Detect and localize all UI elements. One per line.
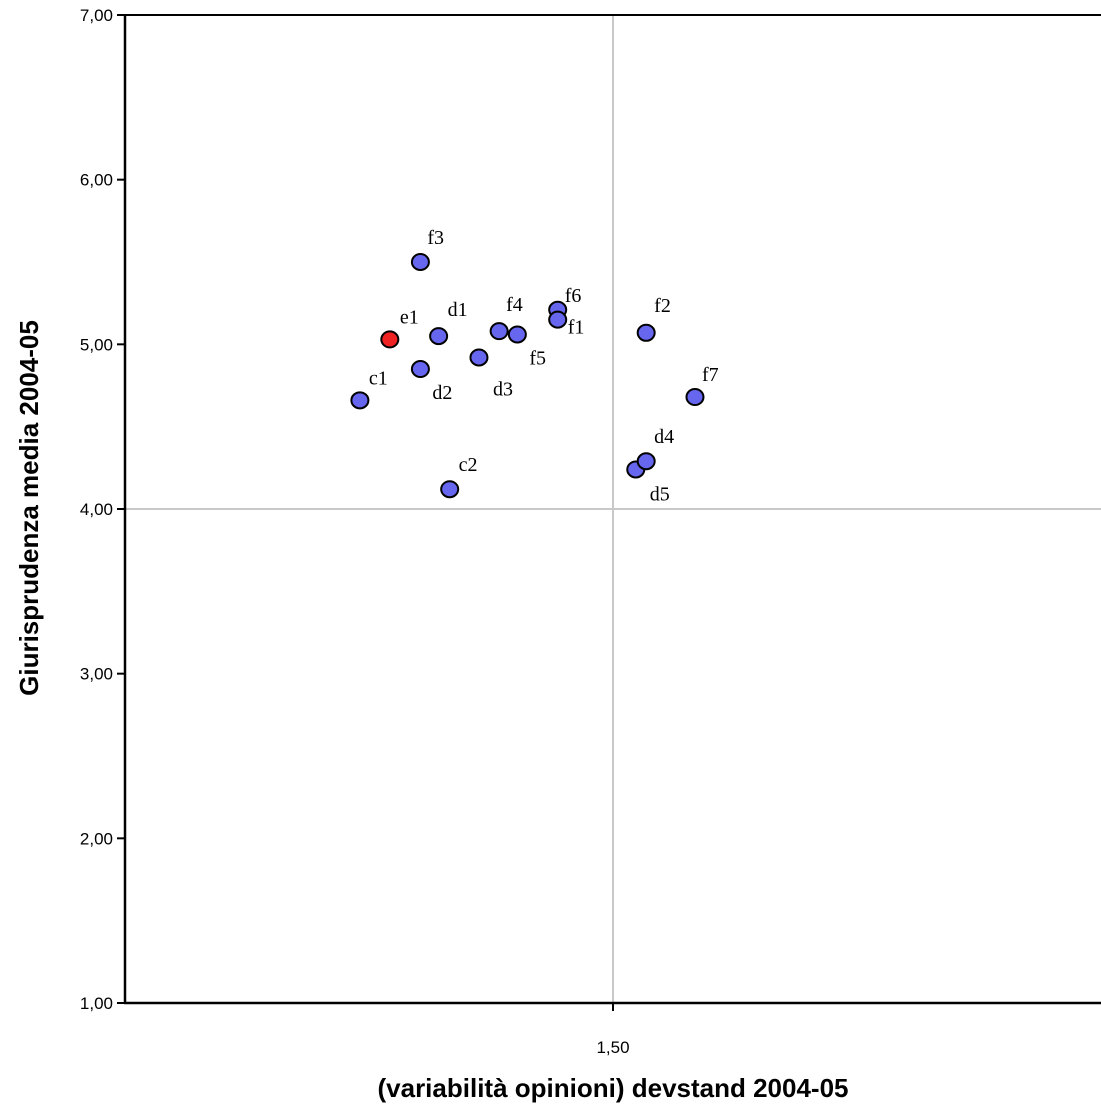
point-label-f5: f5: [529, 347, 546, 369]
reference-lines: [125, 15, 1101, 1003]
x-tick-label: 1,50: [596, 1038, 629, 1057]
y-tick-label: 1,00: [80, 994, 113, 1013]
data-point-f2: [636, 323, 656, 342]
y-tick-label: 5,00: [80, 335, 113, 354]
data-point-f4: [489, 322, 509, 341]
data-point-d4: [636, 452, 656, 471]
data-point-d2: [410, 360, 430, 379]
data-point-d1: [429, 327, 449, 346]
point-label-e1: e1: [400, 306, 419, 328]
point-label-f2: f2: [654, 295, 671, 317]
point-label-d5: d5: [650, 483, 670, 505]
data-point-f3: [410, 253, 430, 271]
point-label-d1: d1: [448, 299, 468, 321]
point-labels: c1 e1 f3 d2 d1 c2 d3 f4 f5 f6 f1 d5 d4 f2 f7: [369, 227, 719, 505]
point-label-f6: f6: [565, 285, 582, 307]
data-point-e1: [380, 330, 400, 349]
point-label-f3: f3: [427, 227, 444, 249]
x-ticks: 1,50: [596, 1003, 630, 1057]
y-tick-label: 2,00: [80, 829, 113, 848]
point-label-c2: c2: [459, 454, 478, 476]
y-tick-label: 6,00: [80, 171, 113, 190]
data-point-f1: [548, 310, 568, 329]
y-tick-label: 7,00: [80, 6, 113, 25]
point-label-d2: d2: [432, 382, 452, 404]
data-point-f7: [685, 388, 705, 407]
point-label-c1: c1: [369, 367, 388, 389]
y-ticks: 1,00 2,00 3,00 4,00 5,00 6,00 7,00: [80, 6, 125, 1013]
y-tick-label: 3,00: [80, 665, 113, 684]
data-point-c2: [440, 480, 460, 499]
point-label-d4: d4: [654, 426, 674, 448]
data-point-d3: [469, 348, 489, 367]
data-point-f5: [507, 325, 527, 344]
data-point-c1: [350, 391, 370, 410]
point-label-f4: f4: [506, 294, 523, 316]
x-axis-title: (variabilità opinioni) devstand 2004-05: [377, 1073, 848, 1103]
data-points: [350, 253, 705, 499]
point-label-f1: f1: [568, 317, 585, 339]
y-tick-label: 4,00: [80, 500, 113, 519]
y-axis-title: Giurisprudenza media 2004-05: [14, 320, 44, 696]
point-label-f7: f7: [702, 364, 719, 386]
point-label-d3: d3: [493, 379, 513, 401]
